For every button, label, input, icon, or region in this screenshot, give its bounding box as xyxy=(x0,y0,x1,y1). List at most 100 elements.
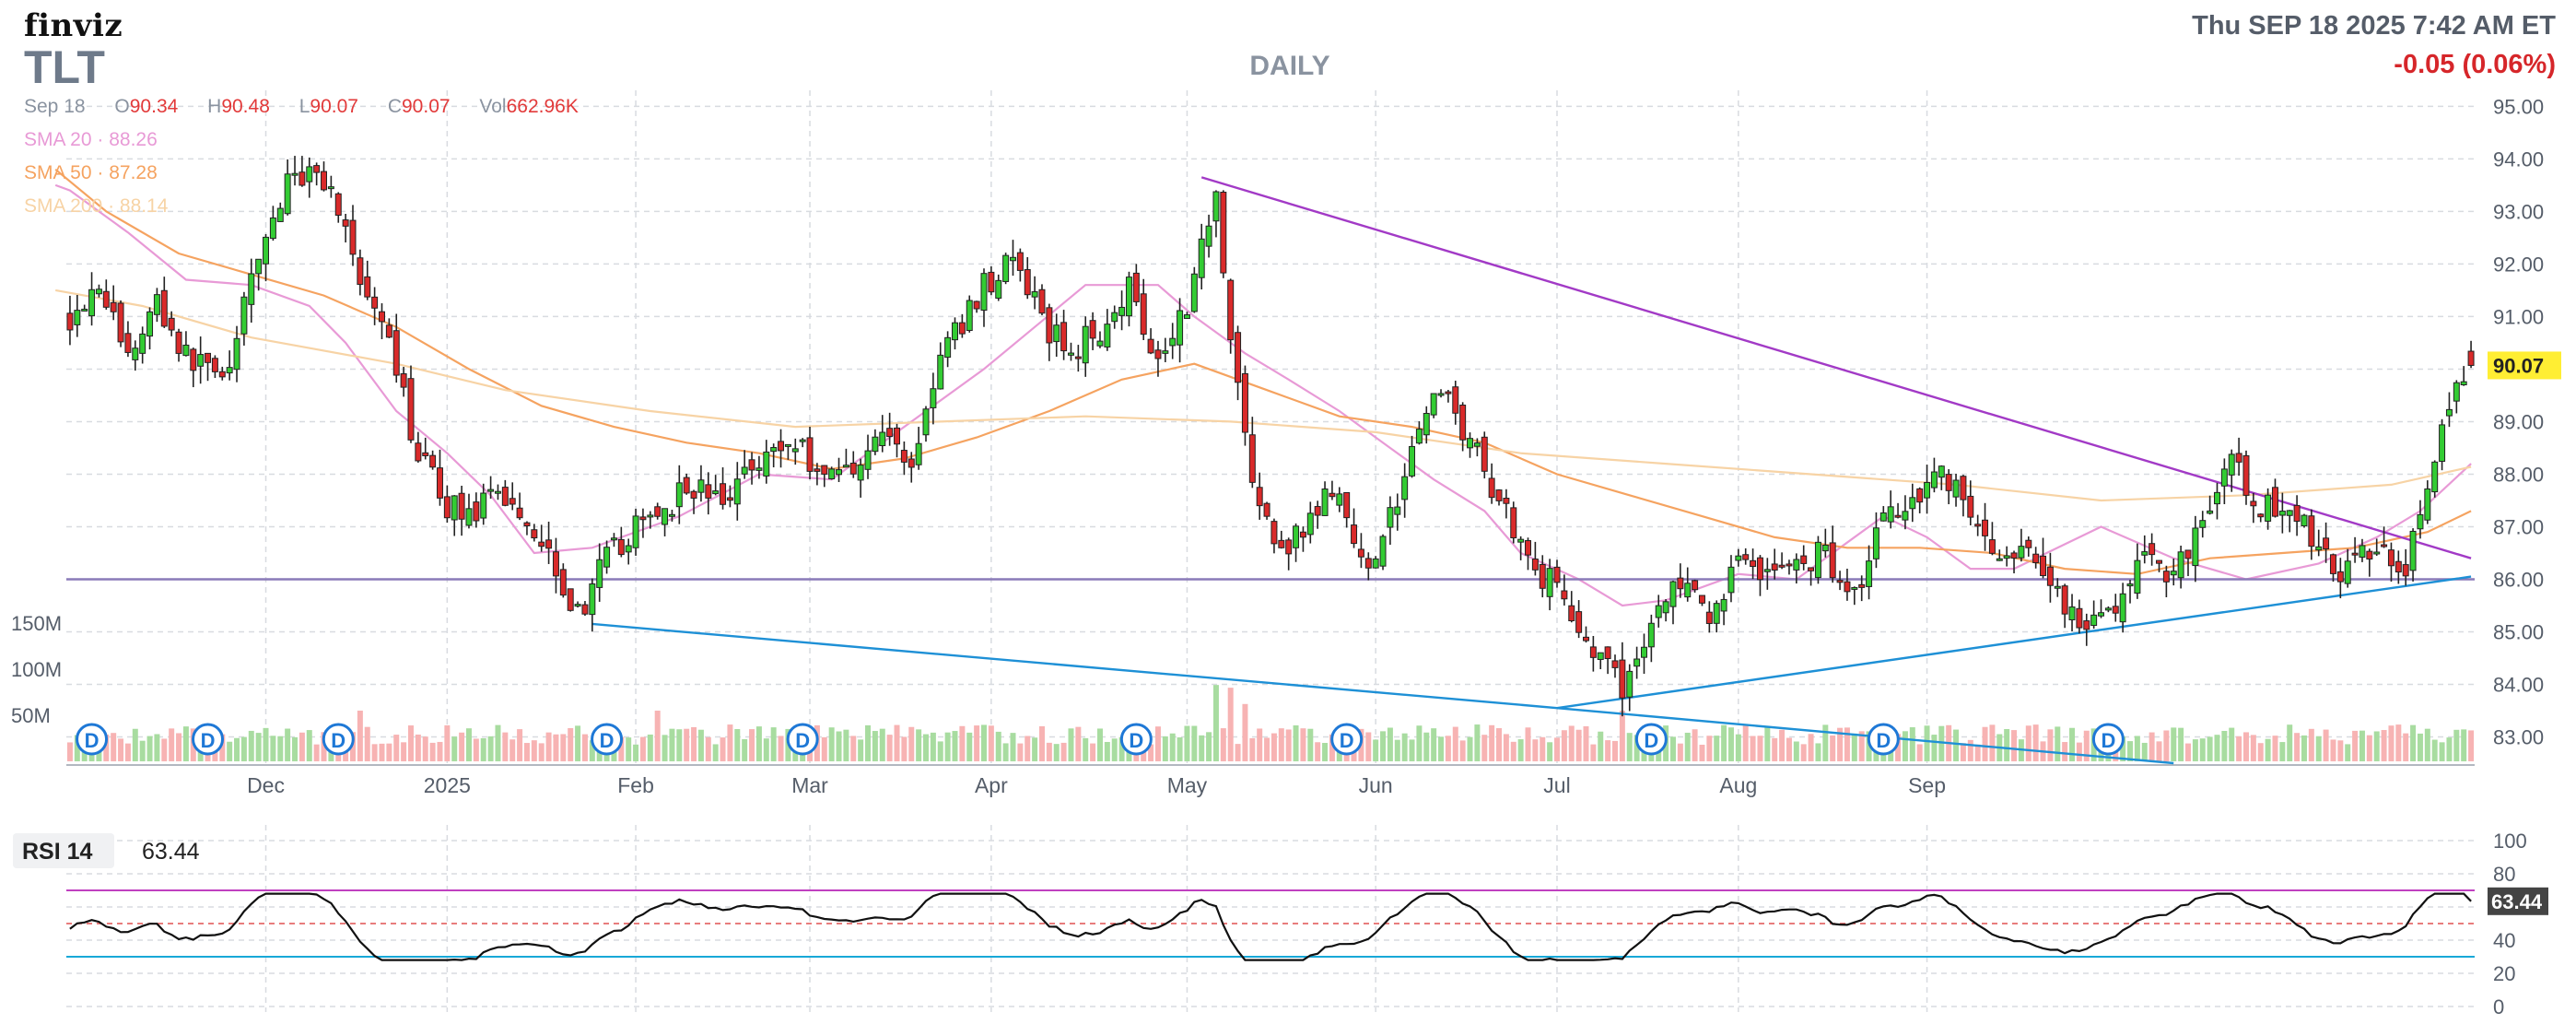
volume-bar xyxy=(2207,736,2213,761)
candle-body xyxy=(1336,493,1343,506)
volume-bar xyxy=(139,740,146,761)
volume-bar xyxy=(2236,736,2242,761)
candle-body xyxy=(1096,340,1104,347)
candle-body xyxy=(473,501,480,522)
candle-body xyxy=(900,450,907,463)
candle-body xyxy=(443,496,451,519)
dividend-label: D xyxy=(600,729,615,752)
y-tick-label: 91.00 xyxy=(2493,305,2544,328)
candle-body xyxy=(1720,598,1727,612)
candle-body xyxy=(1583,636,1589,642)
volume-bar xyxy=(1830,735,1836,761)
candle-body xyxy=(240,296,248,335)
volume-bar xyxy=(727,724,733,761)
candle-body xyxy=(1169,337,1177,347)
dividend-icon xyxy=(322,723,355,756)
candle-body xyxy=(132,347,139,360)
candle-body xyxy=(1104,324,1111,347)
volume-bar xyxy=(1989,724,1996,761)
candle-body xyxy=(849,463,857,475)
volume-bar xyxy=(742,738,748,761)
candle-body xyxy=(1778,564,1786,568)
volume-bar xyxy=(227,741,233,761)
candle-body xyxy=(988,271,995,293)
candle-body xyxy=(342,219,349,227)
candle-body xyxy=(639,516,647,521)
dividend-icon xyxy=(1330,723,1364,756)
open-value: 90.34 xyxy=(129,96,179,117)
candle-body xyxy=(799,439,806,442)
candle-body xyxy=(1786,563,1793,567)
candle-body xyxy=(1611,660,1619,668)
volume-bar xyxy=(581,734,588,761)
volume-bar xyxy=(1227,688,1234,761)
volume-bar xyxy=(1104,741,1110,761)
dividend-icon xyxy=(1867,723,1900,756)
volume-bar xyxy=(1960,743,1966,761)
candle-body xyxy=(552,551,559,577)
candle-body xyxy=(2156,559,2162,564)
volume-bar xyxy=(1692,729,1698,761)
volume-bar xyxy=(828,727,835,761)
volume-bar xyxy=(1075,726,1082,761)
volume-bar xyxy=(1837,727,1844,761)
volume-bar xyxy=(219,734,226,761)
volume-bar xyxy=(589,740,595,761)
volume-bar xyxy=(763,738,769,761)
candle-body xyxy=(1190,273,1198,312)
volume-bar xyxy=(1169,733,1176,761)
volume-bar xyxy=(1714,736,1720,761)
candle-body xyxy=(1488,477,1495,499)
candle-body xyxy=(2315,546,2323,551)
candlesticks[interactable] xyxy=(66,156,2475,717)
volume-bar xyxy=(988,725,994,761)
volume-bar xyxy=(879,728,885,761)
candle-body xyxy=(357,257,364,286)
candle-body xyxy=(276,207,284,222)
candle-body xyxy=(1771,563,1778,571)
volume-bar xyxy=(778,736,784,761)
volume-bar xyxy=(1844,727,1850,761)
candle-body xyxy=(2213,491,2220,505)
candle-body xyxy=(1495,489,1503,501)
volume-bar xyxy=(1619,711,1625,761)
volume-bar xyxy=(2301,735,2307,761)
candle-body xyxy=(2460,381,2467,386)
candle-body xyxy=(2207,510,2214,514)
y-tick-label: 85.00 xyxy=(2493,620,2544,643)
volume-bar xyxy=(908,726,915,761)
candle-body xyxy=(2359,545,2366,558)
finviz-logo[interactable]: finviz xyxy=(24,7,123,44)
volume-bar xyxy=(1212,685,1219,761)
candle-body xyxy=(2220,468,2228,487)
candle-body xyxy=(2134,559,2141,595)
candle-body xyxy=(930,388,937,408)
volume-bar xyxy=(277,736,284,761)
candle-body xyxy=(915,442,922,465)
volume-bar xyxy=(1598,731,1604,761)
candle-body xyxy=(211,358,218,372)
candle-body xyxy=(2068,606,2076,620)
candle-body xyxy=(2424,488,2431,521)
volume-bar xyxy=(1322,743,1329,761)
volume-bar xyxy=(1517,739,1524,761)
candle-body xyxy=(1220,192,1227,274)
volume-bar xyxy=(1605,740,1611,761)
candle-body xyxy=(1655,605,1662,618)
volume-bar xyxy=(872,731,878,761)
volume-bar xyxy=(270,736,276,761)
volume-bar xyxy=(618,736,625,761)
candle-body xyxy=(2119,593,2126,623)
candle-body xyxy=(248,273,255,305)
candle-body xyxy=(1705,611,1713,624)
volume-bar xyxy=(2279,742,2286,761)
volume-bar xyxy=(937,741,943,761)
volume-bar xyxy=(1373,739,1379,761)
candle-body xyxy=(400,373,407,388)
candle-body xyxy=(1814,541,1821,579)
price-axis: 95.0094.0093.0092.0091.0090.0089.0088.00… xyxy=(2488,95,2561,748)
candle-body xyxy=(2293,504,2301,523)
volume-bar xyxy=(2127,741,2134,761)
last-price-tag xyxy=(2488,351,2561,380)
